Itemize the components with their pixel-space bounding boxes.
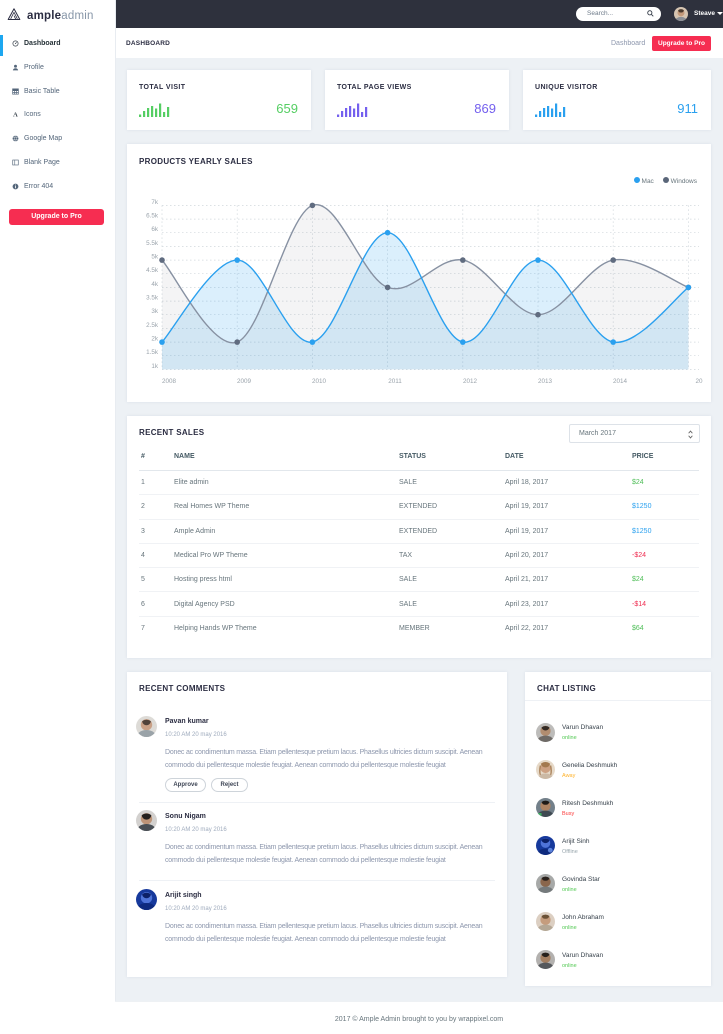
svg-text:6.5k: 6.5k xyxy=(146,213,159,220)
svg-text:2012: 2012 xyxy=(463,378,478,385)
svg-text:2009: 2009 xyxy=(237,378,252,385)
svg-text:6k: 6k xyxy=(151,226,159,233)
svg-text:4.5k: 4.5k xyxy=(146,267,159,274)
svg-text:2008: 2008 xyxy=(162,378,177,385)
svg-text:20: 20 xyxy=(695,378,703,385)
svg-text:2k: 2k xyxy=(151,336,159,343)
svg-text:3.5k: 3.5k xyxy=(146,295,159,302)
svg-text:1.5k: 1.5k xyxy=(146,349,159,356)
svg-text:5k: 5k xyxy=(151,254,159,261)
svg-text:1k: 1k xyxy=(151,363,159,370)
svg-text:4k: 4k xyxy=(151,281,159,288)
svg-text:2.5k: 2.5k xyxy=(146,322,159,329)
svg-text:3k: 3k xyxy=(151,308,159,315)
svg-text:2010: 2010 xyxy=(312,378,327,385)
svg-text:7k: 7k xyxy=(151,199,159,206)
svg-text:2013: 2013 xyxy=(538,378,553,385)
svg-text:2011: 2011 xyxy=(388,378,402,385)
svg-text:5.5k: 5.5k xyxy=(146,240,159,247)
svg-text:A: A xyxy=(13,112,18,118)
svg-text:2014: 2014 xyxy=(613,378,628,385)
